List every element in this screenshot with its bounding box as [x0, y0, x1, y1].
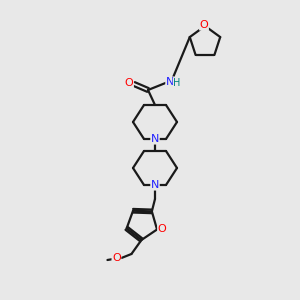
Text: N: N [166, 77, 174, 87]
Text: N: N [151, 180, 159, 190]
Text: H: H [173, 78, 181, 88]
Text: O: O [124, 78, 134, 88]
Text: O: O [158, 224, 167, 235]
Text: N: N [151, 134, 159, 144]
Text: O: O [112, 253, 121, 263]
Text: O: O [200, 20, 208, 30]
